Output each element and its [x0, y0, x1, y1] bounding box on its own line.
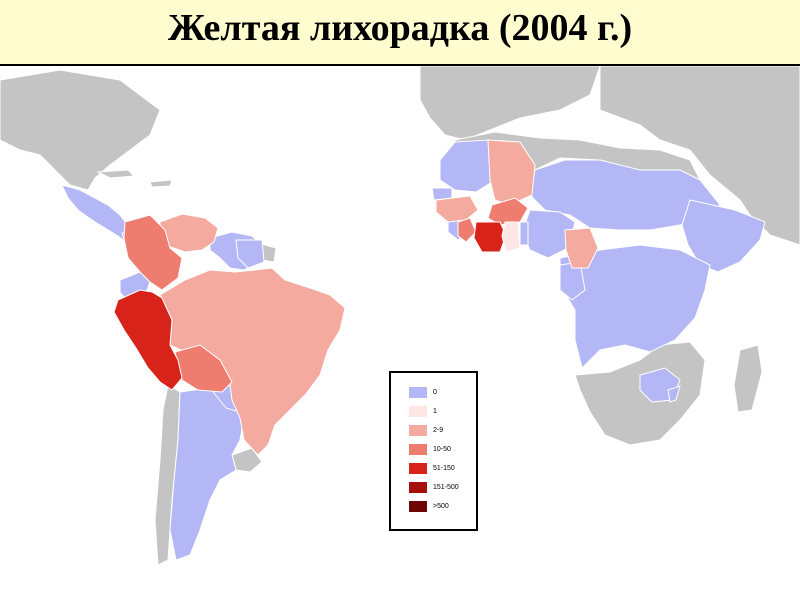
- country-central-africa-block: [559, 244, 711, 369]
- country-cote-divoire: [473, 221, 507, 253]
- legend-label: >500: [433, 503, 449, 510]
- asia-land: [599, 66, 800, 246]
- madagascar-land: [733, 344, 763, 413]
- countries-cat-51-150: [113, 221, 507, 391]
- world-map: [0, 66, 800, 566]
- legend-label: 0: [433, 389, 437, 396]
- legend-item: 1: [391, 406, 477, 418]
- legend-label: 2-9: [433, 427, 444, 434]
- country-mauritania: [439, 139, 493, 193]
- country-togo-benin: [519, 221, 529, 246]
- legend-swatch: [409, 463, 427, 474]
- legend-swatch: [409, 406, 427, 417]
- legend-item: >500: [391, 501, 477, 513]
- legend-item: 51-150: [391, 463, 477, 475]
- north-america-land: [0, 69, 161, 191]
- country-ghana: [501, 221, 521, 253]
- legend-swatch: [409, 501, 427, 512]
- map-title: Желтая лихорадка (2004 г.): [167, 7, 633, 49]
- country-bolivia: [174, 344, 233, 393]
- legend-label: 51-150: [433, 465, 455, 472]
- country-mali: [487, 139, 536, 206]
- country-burkina-faso: [487, 197, 529, 226]
- country-guinea-region: [435, 195, 479, 223]
- legend-label: 1: [433, 408, 437, 415]
- countries-cat-10-50: [123, 197, 529, 393]
- caribbean-islands: [96, 169, 173, 188]
- legend-item: 151-500: [391, 482, 477, 494]
- legend-item: 0: [391, 387, 477, 399]
- legend-label: 151-500: [433, 484, 459, 491]
- legend-swatch: [409, 425, 427, 436]
- country-malawi: [667, 385, 681, 403]
- country-ghana-region: [457, 217, 477, 243]
- title-band: Желтая лихорадка (2004 г.): [0, 0, 800, 66]
- legend-swatch: [409, 387, 427, 398]
- country-cameroon: [564, 227, 599, 269]
- europe-land: [419, 66, 601, 141]
- legend-item: 10-50: [391, 444, 477, 456]
- country-argentina: [169, 387, 245, 561]
- country-peru: [113, 289, 183, 391]
- map-legend: 0 1 2-9 10-50 51-150 151-500 >500: [389, 371, 478, 531]
- legend-label: 10-50: [433, 446, 451, 453]
- country-guyana: [235, 239, 265, 269]
- country-colombia: [123, 214, 183, 291]
- legend-item: 2-9: [391, 425, 477, 437]
- legend-swatch: [409, 444, 427, 455]
- legend-swatch: [409, 482, 427, 493]
- countries-cat-1: [501, 221, 521, 253]
- southern-africa-land: [574, 341, 706, 446]
- country-ethiopia-region: [681, 199, 766, 273]
- countries-cat-0: [61, 139, 766, 561]
